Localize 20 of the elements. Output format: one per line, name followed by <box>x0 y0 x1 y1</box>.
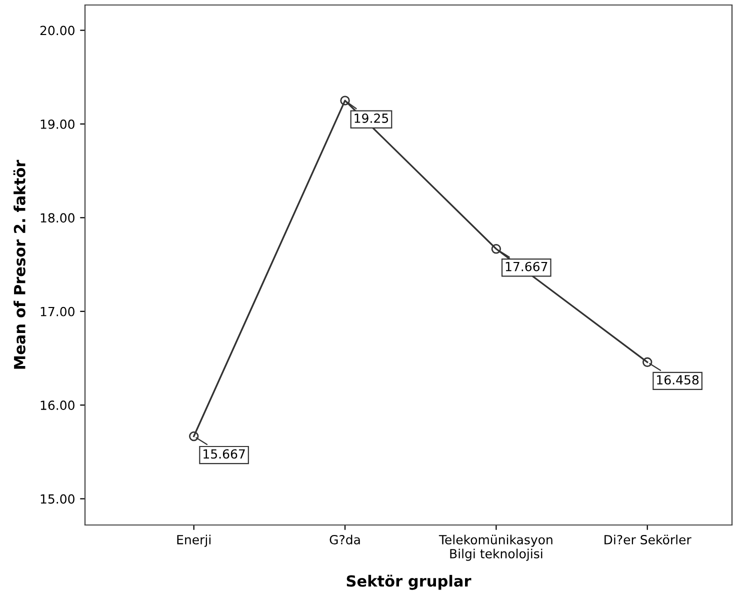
y-tick-label: 20.00 <box>40 26 74 36</box>
x-tick-label: G?da <box>330 534 360 544</box>
data-label: 17.667 <box>506 262 548 272</box>
x-tick-label: Telekomünikasyon Bilgi teknolojisi <box>438 534 552 561</box>
x-tick-label: Di?er Sekörler <box>604 534 692 544</box>
point <box>340 96 350 106</box>
point <box>642 357 652 368</box>
point <box>491 244 502 254</box>
y-tick-label: 18.00 <box>40 213 74 223</box>
x-tick-label: Enerji <box>177 534 210 547</box>
y-tick-label: 17.00 <box>40 306 74 316</box>
y-tick-label: 15.00 <box>40 494 74 504</box>
data-label: 15.667 <box>204 449 245 459</box>
data-label: 19.25 <box>354 114 388 123</box>
point <box>188 431 199 442</box>
y-axis-title: Mean of Presor 2. faktör <box>13 160 26 369</box>
y-tick-label: 19.00 <box>40 119 74 129</box>
y-tick-label: 16.00 <box>40 400 74 410</box>
data-label: 16.458 <box>657 375 699 385</box>
x-axis-title: Sektör gruplar <box>346 574 472 590</box>
